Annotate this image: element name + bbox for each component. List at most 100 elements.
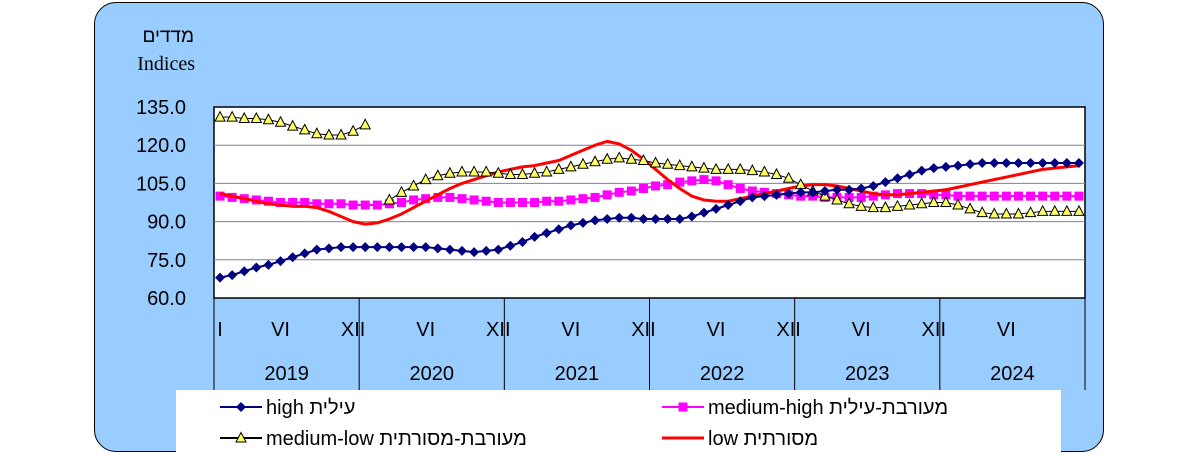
series-line — [219, 139, 1080, 226]
triangle-marker — [359, 118, 372, 130]
diamond-marker — [940, 161, 951, 172]
diamond-marker — [590, 215, 601, 226]
diamond-marker — [650, 214, 661, 225]
triangle-marker — [988, 207, 1001, 219]
square-marker — [723, 180, 733, 190]
ytick-label: 135.0 — [136, 97, 186, 119]
diamond-marker — [916, 165, 927, 176]
triangle-marker — [915, 197, 928, 209]
diamond-marker — [747, 192, 758, 203]
triangle-marker — [831, 193, 843, 205]
ylabel-english: Indices — [137, 53, 195, 75]
triangle-marker — [940, 195, 952, 207]
legend-item: מעורבת-מסורתית medium-low — [220, 428, 527, 450]
diamond-marker — [723, 200, 734, 211]
triangle-marker — [867, 201, 880, 213]
triangle-marker — [238, 111, 251, 123]
square-marker — [348, 200, 358, 210]
month-label: VI — [852, 319, 871, 341]
diamond-marker — [384, 242, 395, 253]
month-label: I — [217, 319, 223, 341]
triangle-marker — [395, 185, 408, 197]
diamond-marker — [299, 248, 310, 259]
diamond-marker — [832, 184, 843, 195]
square-marker — [929, 190, 939, 200]
diamond-marker — [1049, 158, 1060, 169]
year-label: 2023 — [845, 363, 890, 385]
triangle-marker — [1073, 204, 1085, 216]
square-marker — [517, 198, 527, 207]
legend-item: עילית high — [220, 397, 355, 419]
triangle-marker — [250, 111, 263, 123]
square-marker — [1050, 191, 1060, 201]
triangle-marker — [540, 165, 553, 177]
square-marker — [626, 186, 636, 196]
diamond-marker — [505, 240, 516, 251]
square-marker — [457, 194, 467, 204]
triangle-marker — [577, 157, 589, 169]
year-label: 2019 — [264, 363, 309, 385]
diamond-marker — [807, 187, 818, 198]
triangle-marker — [649, 156, 662, 168]
triangle-marker — [613, 151, 626, 163]
year-label: 2024 — [990, 363, 1035, 385]
square-marker — [977, 191, 987, 201]
square-marker — [397, 198, 407, 207]
triangle-marker — [286, 119, 299, 131]
diamond-marker — [819, 186, 830, 197]
square-marker — [505, 198, 515, 207]
diamond-marker — [275, 256, 286, 267]
square-marker — [602, 190, 612, 200]
square-marker — [566, 195, 576, 205]
ytick-label: 75.0 — [147, 250, 186, 272]
diamond-marker — [844, 184, 855, 195]
triangle-marker — [1024, 206, 1037, 218]
triangle-marker — [407, 179, 420, 191]
triangle-marker — [686, 160, 698, 172]
triangle-marker — [601, 152, 613, 164]
diamond-marker — [517, 236, 528, 247]
ytick-label: 60.0 — [147, 288, 186, 310]
triangle-marker — [673, 158, 686, 171]
legend-item: מעורבת-עילית medium-high — [662, 397, 948, 419]
square-marker — [868, 191, 878, 201]
year-label: 2022 — [700, 363, 745, 385]
diamond-marker — [456, 245, 467, 256]
triangle-marker — [431, 169, 444, 181]
diamond-marker — [904, 169, 915, 180]
triangle-marker — [1061, 204, 1073, 216]
legend-label: מסורתית low — [708, 428, 818, 450]
year-label: 2021 — [555, 363, 600, 385]
square-marker — [1001, 191, 1011, 201]
diamond-marker — [735, 196, 746, 207]
square-marker — [989, 191, 999, 201]
triangle-marker — [589, 155, 601, 167]
square-marker — [469, 195, 479, 205]
triangle-marker — [456, 165, 468, 177]
diamond-marker — [928, 163, 939, 174]
square-marker — [542, 196, 552, 206]
month-label: VI — [416, 319, 435, 341]
square-marker — [263, 196, 273, 206]
diamond-marker — [952, 160, 963, 171]
triangle-marker — [855, 199, 868, 211]
triangle-marker — [480, 165, 493, 177]
square-marker — [445, 192, 455, 202]
square-marker — [965, 191, 975, 201]
diamond-marker — [771, 189, 782, 200]
triangle-marker — [528, 166, 541, 178]
square-marker — [678, 402, 688, 412]
square-marker — [324, 199, 334, 209]
diamond-marker — [1073, 158, 1084, 169]
diamond-marker — [493, 244, 504, 255]
diamond-marker — [529, 231, 540, 242]
month-label: XII — [631, 319, 655, 341]
triangle-marker — [903, 198, 916, 210]
square-marker — [675, 177, 685, 187]
diamond-marker — [1061, 158, 1072, 169]
diamond-marker — [1013, 158, 1024, 169]
diamond-marker — [965, 159, 976, 170]
triangle-marker — [565, 160, 577, 172]
square-marker — [372, 200, 382, 210]
triangle-marker — [927, 195, 940, 207]
